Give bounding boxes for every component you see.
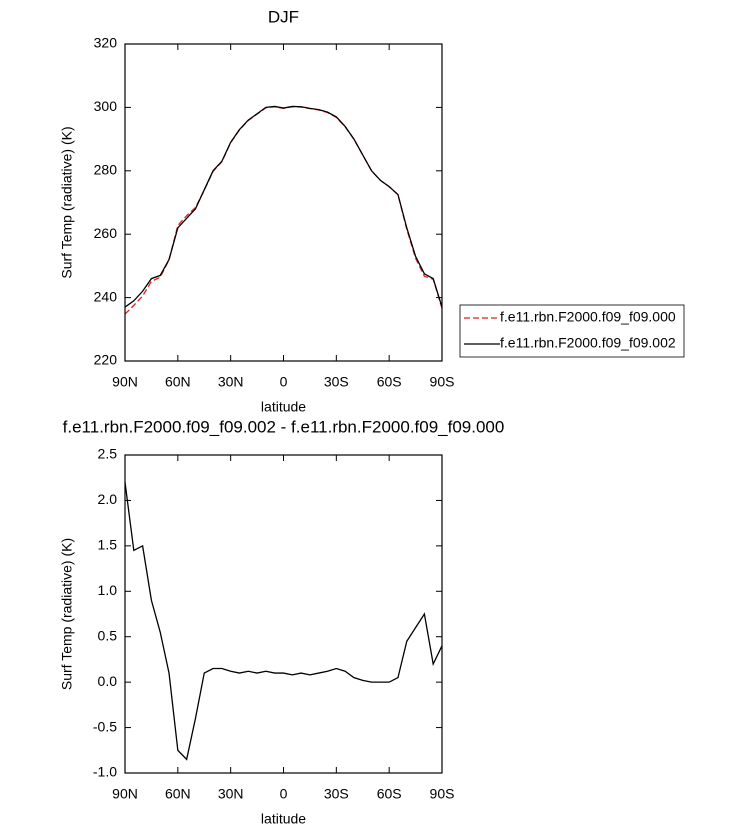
plot-frame	[124, 454, 443, 774]
y-tick-label: 0.5	[98, 627, 118, 643]
plot-frame	[124, 43, 443, 362]
chart-title: DJF	[268, 7, 299, 26]
x-axis-label: latitude	[261, 811, 306, 827]
data-line	[124, 482, 443, 761]
x-tick-label: 60N	[165, 374, 191, 390]
y-tick-label: 280	[94, 162, 118, 178]
data-line	[124, 105, 443, 308]
y-tick-label: 0.0	[98, 673, 118, 689]
x-tick-label: 90S	[430, 786, 455, 802]
legend-label: f.e11.rbn.F2000.f09_f09.002	[500, 335, 676, 351]
y-tick-label: 320	[94, 35, 118, 51]
x-tick-label: 30S	[324, 786, 349, 802]
y-tick-label: 260	[94, 225, 118, 241]
x-tick-label: 30N	[218, 786, 244, 802]
x-tick-label: 0	[280, 786, 288, 802]
y-tick-label: -0.5	[93, 718, 117, 734]
x-tick-label: 90N	[112, 786, 138, 802]
y-tick-label: 2.5	[98, 446, 118, 462]
y-tick-label: 240	[94, 288, 118, 304]
y-tick-label: 1.0	[98, 582, 118, 598]
legend-label: f.e11.rbn.F2000.f09_f09.000	[500, 309, 676, 325]
x-axis-label: latitude	[261, 399, 306, 415]
x-tick-label: 0	[280, 374, 288, 390]
y-tick-label: -1.0	[93, 764, 117, 780]
y-axis-label: Surf Temp (radiative) (K)	[59, 538, 75, 690]
data-line	[124, 106, 443, 315]
x-tick-label: 60N	[165, 786, 191, 802]
y-tick-label: 2.0	[98, 491, 118, 507]
y-tick-label: 300	[94, 98, 118, 114]
x-tick-label: 60S	[377, 374, 402, 390]
legend-box	[459, 304, 685, 358]
y-tick-label: 220	[94, 352, 118, 368]
y-axis-label: Surf Temp (radiative) (K)	[59, 126, 75, 278]
x-tick-label: 60S	[377, 786, 402, 802]
x-tick-label: 90N	[112, 374, 138, 390]
y-tick-label: 1.5	[98, 537, 118, 553]
chart-title: f.e11.rbn.F2000.f09_f09.002 - f.e11.rbn.…	[63, 417, 505, 436]
x-tick-label: 90S	[430, 374, 455, 390]
x-tick-label: 30N	[218, 374, 244, 390]
x-tick-label: 30S	[324, 374, 349, 390]
